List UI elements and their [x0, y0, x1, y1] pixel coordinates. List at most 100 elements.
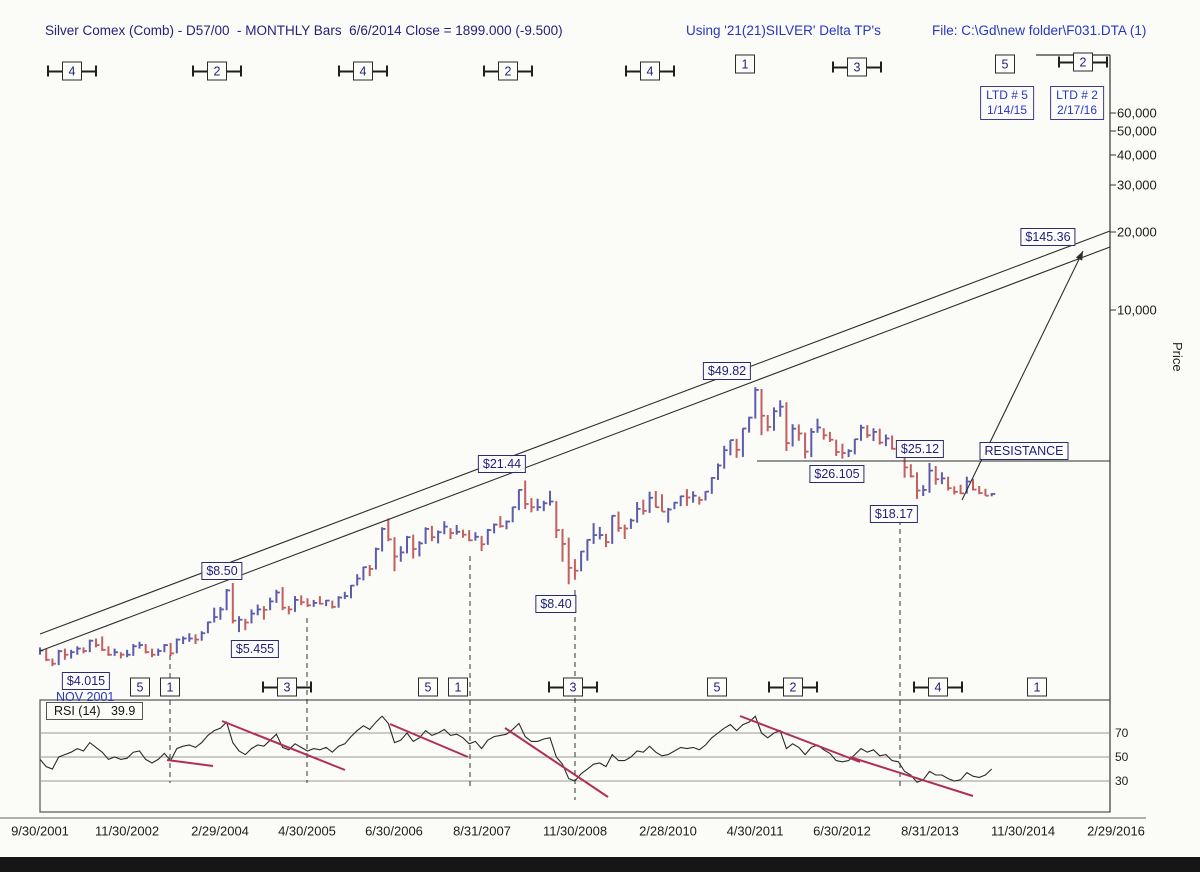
y-axis-tick-label: 50,000: [1117, 123, 1157, 139]
marker-cap: [483, 65, 485, 77]
marker-bar: [660, 70, 673, 72]
price-label-840: $8.40: [535, 595, 577, 613]
marker-bar: [803, 686, 816, 688]
delta-point-top-2: 2: [1058, 52, 1108, 72]
x-axis-label: 9/30/2001: [11, 823, 69, 839]
delta-number: 1: [735, 54, 755, 74]
marker-cap: [625, 65, 627, 77]
marker-cap: [1106, 56, 1108, 68]
marker-cap: [338, 65, 340, 77]
delta-point-bottom-5: 5: [130, 677, 150, 697]
marker-bar: [340, 70, 353, 72]
marker-cap: [913, 681, 915, 693]
delta-point-top-2: 2: [192, 61, 242, 81]
marker-cap: [386, 65, 388, 77]
ltd-line1: LTD # 5: [986, 88, 1028, 102]
delta-point-bottom-4: 4: [913, 677, 963, 697]
x-axis-label: 4/30/2011: [726, 823, 784, 839]
delta-number: 4: [353, 61, 373, 81]
marker-bar: [583, 686, 596, 688]
marker-bar: [264, 686, 277, 688]
marker-cap: [192, 65, 194, 77]
delta-point-bottom-1: 1: [160, 677, 180, 697]
price-label-resistance: RESISTANCE: [979, 442, 1069, 460]
x-axis-label: 6/30/2012: [813, 823, 871, 839]
marker-cap: [961, 681, 963, 693]
marker-bar: [915, 686, 928, 688]
price-label-26105: $26.105: [809, 465, 865, 483]
price-label-2144: $21.44: [477, 455, 527, 473]
marker-cap: [531, 65, 533, 77]
delta-number: 1: [448, 677, 468, 697]
delta-number: 3: [563, 677, 583, 697]
rsi-grid-label: 50: [1115, 750, 1129, 764]
price-label-2512: $25.12: [895, 440, 945, 458]
price-label-850: $8.50: [201, 562, 243, 580]
y-axis-tick-label: 20,000: [1117, 224, 1157, 240]
y-axis-title: Price: [1170, 342, 1185, 372]
rsi-grid-label: 30: [1115, 774, 1129, 788]
file-path-label: File: C:\Gd\new folder\F031.DTA (1): [932, 23, 1147, 38]
delta-point-top-2: 2: [483, 61, 533, 81]
y-axis-tick-label: 60,000: [1117, 105, 1157, 121]
x-axis-label: 11/30/2002: [94, 823, 160, 839]
marker-cap: [262, 681, 264, 693]
delta-point-top-4: 4: [47, 61, 97, 81]
ltd-line1: LTD # 2: [1056, 88, 1098, 102]
marker-cap: [768, 681, 770, 693]
marker-cap: [548, 681, 550, 693]
delta-number: 3: [847, 57, 867, 77]
x-axis-label: 2/28/2010: [639, 823, 697, 839]
marker-bar: [1093, 61, 1106, 63]
delta-point-top-3: 3: [832, 57, 882, 77]
marker-cap: [240, 65, 242, 77]
delta-number: 5: [418, 677, 438, 697]
delta-point-bottom-3: 3: [548, 677, 598, 697]
marker-bar: [194, 70, 207, 72]
ltd-box-2: LTD # 2 2/17/16: [1050, 86, 1104, 120]
delta-point-top-5: 5: [995, 54, 1015, 74]
delta-number: 2: [498, 61, 518, 81]
y-axis-tick-label: 10,000: [1117, 302, 1157, 318]
x-axis-label: 4/30/2005: [278, 823, 336, 839]
y-axis-tick-label: 30,000: [1117, 177, 1157, 193]
marker-bar: [550, 686, 563, 688]
marker-bar: [518, 70, 531, 72]
ltd-line2: 1/14/15: [986, 103, 1028, 117]
delta-number: 4: [62, 61, 82, 81]
delta-number: 1: [1027, 677, 1047, 697]
price-label-4015: $4.015: [61, 672, 111, 690]
marker-bar: [948, 686, 961, 688]
rsi-indicator-label: RSI (14) 39.9: [46, 702, 144, 720]
delta-point-bottom-1: 1: [1027, 677, 1047, 697]
price-label-14536: $145.36: [1020, 228, 1076, 246]
ltd-box-1: LTD # 5 1/14/15: [980, 86, 1034, 120]
delta-number: 3: [277, 677, 297, 697]
marker-bar: [49, 70, 62, 72]
delta-number: 5: [995, 54, 1015, 74]
delta-point-bottom-1: 1: [448, 677, 468, 697]
delta-number: 5: [707, 677, 727, 697]
marker-cap: [816, 681, 818, 693]
marker-cap: [95, 65, 97, 77]
marker-cap: [1058, 56, 1060, 68]
delta-number: 2: [1073, 52, 1093, 72]
ltd-line2: 2/17/16: [1056, 103, 1098, 117]
delta-point-bottom-3: 3: [262, 677, 312, 697]
price-label-5455: $5.455: [230, 640, 280, 658]
x-axis-label: 6/30/2006: [365, 823, 423, 839]
marker-cap: [596, 681, 598, 693]
x-axis-label: 2/29/2016: [1087, 823, 1145, 839]
delta-point-bottom-5: 5: [707, 677, 727, 697]
marker-cap: [47, 65, 49, 77]
nov-2001-label: NOV 2001: [56, 690, 115, 704]
chart-title: Silver Comex (Comb) - D57/00 - MONTHLY B…: [45, 23, 563, 38]
price-label-1817: $18.17: [869, 505, 919, 523]
delta-number: 2: [207, 61, 227, 81]
x-axis-label: 11/30/2008: [542, 823, 608, 839]
marker-bar: [867, 66, 880, 68]
marker-bar: [82, 70, 95, 72]
